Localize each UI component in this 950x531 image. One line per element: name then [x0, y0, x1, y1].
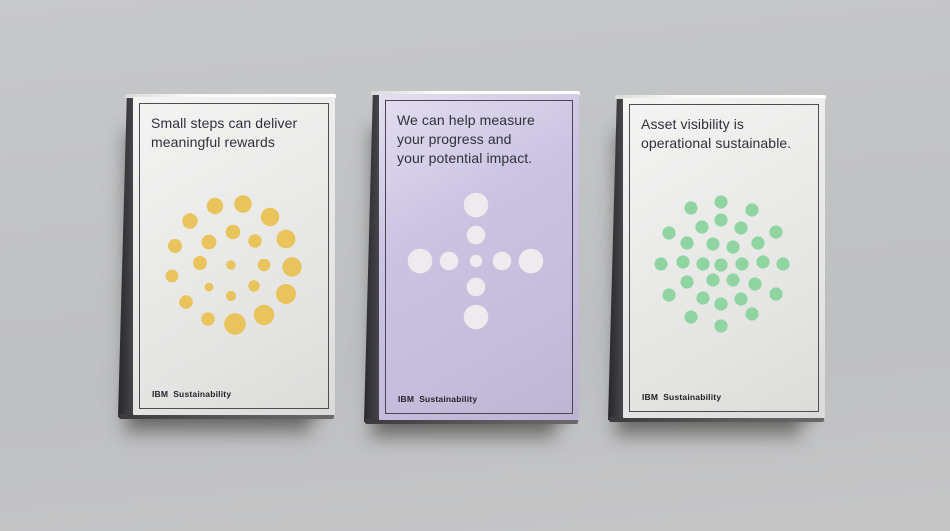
dot-plus-icon: [407, 192, 544, 330]
card-face: Asset visibility is operational sustaina…: [623, 98, 825, 418]
sustainability-label: Sustainability: [663, 392, 722, 402]
card-border-frame: Small steps can deliver meaningful rewar…: [139, 103, 329, 409]
dot-spiral-icon: [165, 195, 302, 335]
card-title: We can help measure your progress and yo…: [397, 112, 535, 166]
card-face: Small steps can deliver meaningful rewar…: [133, 97, 335, 415]
card-bottom-edge: [119, 414, 334, 419]
card-bottom-edge: [365, 419, 578, 424]
ibm-logo: IBM: [152, 389, 169, 399]
card-footer: IBM Sustainability: [152, 389, 231, 399]
sustainability-label: Sustainability: [173, 389, 232, 399]
card-face: We can help measure your progress and yo…: [379, 94, 579, 420]
card-bottom-edge: [609, 417, 824, 422]
card-top-edge: [371, 91, 580, 95]
dot-cluster-icon: [654, 195, 790, 333]
card-title: Asset visibility is operational sustaina…: [641, 116, 792, 151]
card-footer: IBM Sustainability: [642, 392, 721, 402]
card-border-frame: Asset visibility is operational sustaina…: [629, 104, 819, 412]
card-title: Small steps can deliver meaningful rewar…: [151, 115, 298, 150]
card-top-edge: [125, 94, 336, 98]
ibm-logo: IBM: [398, 394, 415, 404]
card-footer: IBM Sustainability: [398, 394, 477, 404]
card-border-frame: We can help measure your progress and yo…: [385, 100, 573, 414]
card-left-edge: [364, 95, 380, 422]
poster-card-measure: We can help measure your progress and yo…: [364, 91, 580, 424]
sustainability-label: Sustainability: [419, 394, 478, 404]
poster-card-asset-visibility: Asset visibility is operational sustaina…: [608, 95, 826, 422]
ibm-logo: IBM: [642, 392, 659, 402]
poster-card-rewards: Small steps can deliver meaningful rewar…: [118, 94, 336, 419]
card-top-edge: [615, 95, 826, 99]
card-left-edge: [118, 98, 134, 417]
card-left-edge: [608, 99, 624, 420]
